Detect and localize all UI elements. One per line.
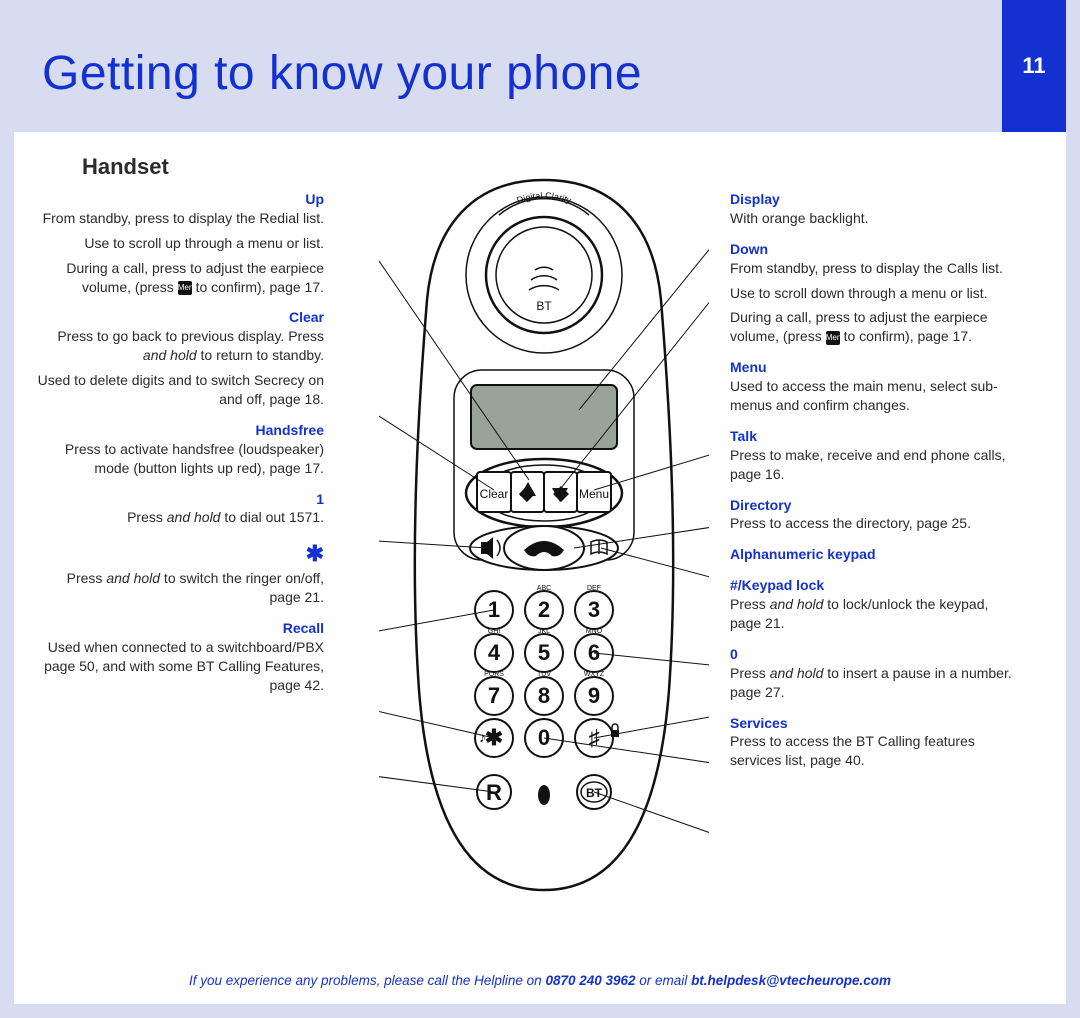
label-star: ✱ Press and hold to switch the ringer on… [34,539,324,606]
footer-helpline: If you experience any problems, please c… [14,973,1066,988]
handset-diagram: Up From standby, press to display the Re… [14,180,1066,930]
svg-text:MNO: MNO [586,628,603,635]
label-talk-title: Talk [730,428,757,444]
label-one: 1 Press and hold to dial out 1571. [34,490,324,528]
label-handsfree-p1: Press to activate handsfree (loudspeaker… [34,440,324,478]
right-label-column: Display With orange backlight. Down From… [730,190,1020,782]
svg-text:6: 6 [588,640,600,665]
label-up: Up From standby, press to display the Re… [34,190,324,296]
label-down-title: Down [730,241,768,257]
label-handsfree-title: Handsfree [256,422,324,438]
label-zero-p1: Press and hold to insert a pause in a nu… [730,664,1020,702]
label-alphanumeric: Alphanumeric keypad [730,545,1020,564]
svg-text:ABC: ABC [537,585,551,592]
btn-services: BT [586,786,603,800]
keypad: 12ABC3DEF4GHI5JKL6MNO7PQRS8TUV9WXYZ✱0♯ [475,585,613,757]
label-display-p1: With orange backlight. [730,209,1020,228]
label-handsfree: Handsfree Press to activate handsfree (l… [34,421,324,478]
label-directory-p1: Press to access the directory, page 25. [730,514,1020,533]
label-menu-title: Menu [730,359,767,375]
svg-text:3: 3 [588,597,600,622]
label-zero: 0 Press and hold to insert a pause in a … [730,645,1020,702]
label-down-p1: From standby, press to display the Calls… [730,259,1020,278]
btn-recall: R [486,780,502,805]
svg-text:GHI: GHI [488,628,501,635]
btn-menu: Menu [579,487,609,501]
mic-icon [538,785,550,805]
label-up-p3: During a call, press to adjust the earpi… [34,259,324,297]
page-title: Getting to know your phone [14,46,642,101]
label-down-p2: Use to scroll down through a menu or lis… [730,284,1020,303]
svg-text:7: 7 [488,683,500,708]
label-recall-title: Recall [283,620,324,636]
svg-text:0: 0 [538,725,550,750]
label-display: Display With orange backlight. [730,190,1020,228]
label-services: Services Press to access the BT Calling … [730,714,1020,771]
page-number-block: 11 [1002,0,1066,132]
label-directory-title: Directory [730,497,791,513]
label-keypadlock: #/Keypad lock Press and hold to lock/unl… [730,576,1020,633]
svg-text:4: 4 [488,640,501,665]
svg-text:8: 8 [538,683,550,708]
label-one-title: 1 [316,491,324,507]
label-up-p2: Use to scroll up through a menu or list. [34,234,324,253]
label-services-p1: Press to access the BT Calling features … [730,732,1020,770]
btn-clear: Clear [480,487,509,501]
svg-text:TUV: TUV [537,671,551,678]
label-one-p1: Press and hold to dial out 1571. [34,508,324,527]
menu-icon: Menu [178,281,192,295]
label-menu-p1: Used to access the main menu, select sub… [730,377,1020,415]
label-clear: Clear Press to go back to previous displ… [34,308,324,408]
phone-svg: .ol{fill:#fff;stroke:#111;stroke-width:2… [379,170,709,910]
label-keypadlock-p1: Press and hold to lock/unlock the keypad… [730,595,1020,633]
svg-text:JKL: JKL [538,628,550,635]
label-alphanumeric-title: Alphanumeric keypad [730,546,876,562]
label-zero-title: 0 [730,646,738,662]
label-up-p1: From standby, press to display the Redia… [34,209,324,228]
note-icon: ♪ [479,729,486,745]
label-recall: Recall Used when connected to a switchbo… [34,619,324,695]
left-label-column: Up From standby, press to display the Re… [34,190,324,706]
label-directory: Directory Press to access the directory,… [730,496,1020,534]
svg-text:1: 1 [488,597,500,622]
svg-text:PQRS: PQRS [484,671,504,678]
label-down: Down From standby, press to display the … [730,240,1020,346]
bt-logo-text: BT [536,299,552,313]
label-recall-p1: Used when connected to a switchboard/PBX… [34,638,324,695]
label-talk: Talk Press to make, receive and end phon… [730,427,1020,484]
label-clear-title: Clear [289,309,324,325]
label-keypadlock-title: #/Keypad lock [730,577,824,593]
label-talk-p1: Press to make, receive and end phone cal… [730,446,1020,484]
page-number: 11 [1022,53,1045,79]
label-clear-p2: Used to delete digits and to switch Secr… [34,371,324,409]
label-star-p1: Press and hold to switch the ringer on/o… [34,569,324,607]
svg-text:9: 9 [588,683,600,708]
svg-text:5: 5 [538,640,550,665]
page-header: Getting to know your phone 11 [14,14,1066,132]
menu-icon: Menu [826,331,840,345]
helpline-phone: 0870 240 3962 [545,973,635,988]
svg-text:WXYZ: WXYZ [584,671,605,678]
phone-illustration: .ol{fill:#fff;stroke:#111;stroke-width:2… [379,170,709,910]
label-services-title: Services [730,715,788,731]
helpline-email: bt.helpdesk@vtecheurope.com [691,973,891,988]
svg-text:DEF: DEF [587,585,601,592]
label-star-title: ✱ [306,541,324,566]
label-clear-p1: Press to go back to previous display. Pr… [34,327,324,365]
label-down-p3: During a call, press to adjust the earpi… [730,308,1020,346]
label-menu: Menu Used to access the main menu, selec… [730,358,1020,415]
svg-text:2: 2 [538,597,550,622]
phone-display [471,385,617,449]
label-up-title: Up [305,191,324,207]
label-display-title: Display [730,191,780,207]
